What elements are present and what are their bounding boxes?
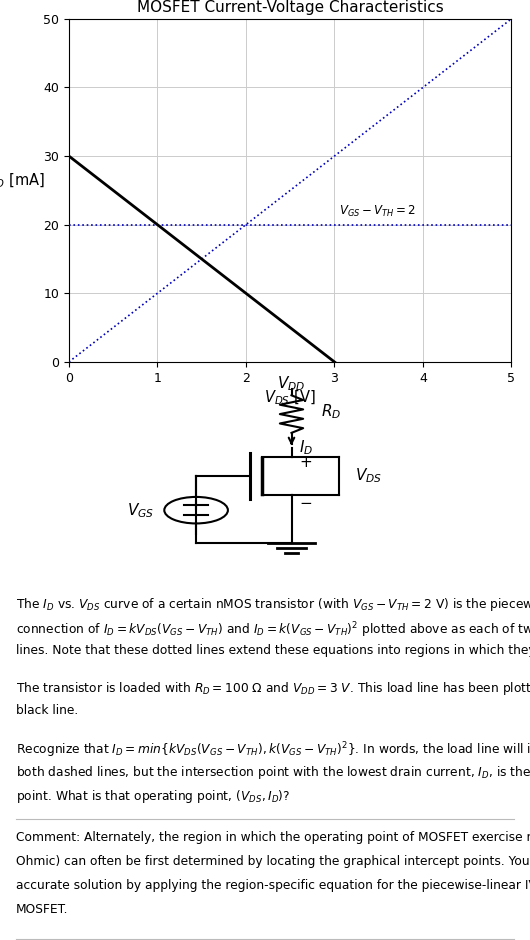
Text: $-$: $-$ <box>299 494 313 509</box>
Text: black line.: black line. <box>16 704 78 717</box>
Text: $V_{DD}$: $V_{DD}$ <box>277 374 306 393</box>
Text: lines. Note that these dotted lines extend these equations into regions in which: lines. Note that these dotted lines exte… <box>16 644 530 657</box>
Y-axis label: $I_D$ [mA]: $I_D$ [mA] <box>0 172 45 190</box>
Text: $+$: $+$ <box>299 455 313 470</box>
Text: The transistor is loaded with $R_D = 100\ \Omega$ and $V_{DD} = 3\ V$. This load: The transistor is loaded with $R_D = 100… <box>16 681 530 697</box>
Text: both dashed lines, but the intersection point with the lowest drain current, $I_: both dashed lines, but the intersection … <box>16 764 530 781</box>
Text: $R_D$: $R_D$ <box>321 402 341 421</box>
Text: accurate solution by applying the region-specific equation for the piecewise-lin: accurate solution by applying the region… <box>16 879 530 892</box>
Text: point. What is that operating point, $(V_{DS}, I_D)$?: point. What is that operating point, $(V… <box>16 788 290 805</box>
Text: MOSFET.: MOSFET. <box>16 903 68 916</box>
Text: $I_D$: $I_D$ <box>299 438 314 457</box>
Text: The $I_D$ vs. $V_{DS}$ curve of a certain nMOS transistor (with $V_{GS} - V_{TH}: The $I_D$ vs. $V_{DS}$ curve of a certai… <box>16 596 530 613</box>
Text: Ohmic) can often be first determined by locating the graphical intercept points.: Ohmic) can often be first determined by … <box>16 855 530 869</box>
Text: Recognize that $I_D = min\{kV_{DS}(V_{GS} - V_{TH}), k(V_{GS} - V_{TH})^2\}$. In: Recognize that $I_D = min\{kV_{DS}(V_{GS… <box>16 740 530 760</box>
Text: Comment: Alternately, the region in which the operating point of MOSFET exercise: Comment: Alternately, the region in whic… <box>16 831 530 844</box>
Text: $V_{DS}$: $V_{DS}$ <box>355 466 382 485</box>
Text: $V_{GS} - V_{TH} = 2$: $V_{GS} - V_{TH} = 2$ <box>339 204 416 219</box>
Title: MOSFET Current-Voltage Characteristics: MOSFET Current-Voltage Characteristics <box>137 0 444 15</box>
Text: connection of $I_D = kV_{DS}(V_{GS} - V_{TH})$ and $I_D = k(V_{GS} - V_{TH})^2$ : connection of $I_D = kV_{DS}(V_{GS} - V_… <box>16 620 530 640</box>
Text: $V_{GS}$: $V_{GS}$ <box>127 501 154 520</box>
X-axis label: $V_{DS}$ [V]: $V_{DS}$ [V] <box>264 389 316 407</box>
